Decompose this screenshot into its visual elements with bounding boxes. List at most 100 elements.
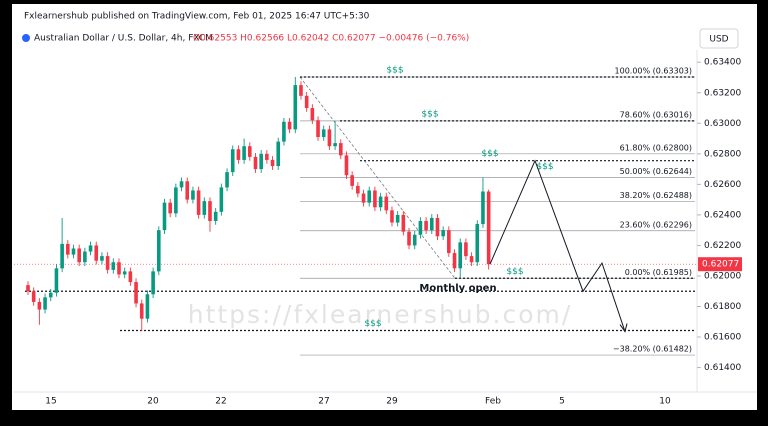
currency-button[interactable] [699,28,739,49]
candle-body [293,85,298,130]
y-tick-label: 0.62800 [704,149,741,159]
x-tick-label: 22 [215,397,226,407]
fib-label: 0.00% (0.61985) [625,268,692,277]
candle-body [367,190,372,203]
liquidity-label: $$$ [506,267,523,277]
symbol-icon [22,34,30,42]
candle-body [145,294,150,319]
x-tick-label: Feb [485,397,501,407]
candle-body [88,245,93,252]
watermark: https://fxlearnershub.com/ [188,300,573,329]
y-tick-label: 0.62400 [704,210,741,220]
candle-body [469,256,474,263]
candle-body [407,231,411,246]
candle-body [282,121,286,142]
candle-body [327,129,332,147]
candle-body [418,221,423,235]
fib-label: −38.20% (0.61482) [613,345,692,354]
candle-body [179,181,184,188]
candle-body [37,301,42,310]
candle-body [384,196,389,211]
candle-body [66,243,70,255]
x-tick-label: 27 [318,397,329,407]
candle-body [350,175,354,186]
candle-body [287,121,292,130]
y-tick-label: 0.62600 [704,180,741,190]
candle-body [168,202,172,214]
last-price-tag [698,257,742,272]
candle-body [208,201,212,221]
fib-label: 23.60% (0.62296) [620,220,692,229]
candle-body [225,172,229,188]
candle-body [122,271,127,275]
candle-body [373,190,377,208]
symbol-title: Australian Dollar / U.S. Dollar, 4h, FXC… [34,34,213,44]
candle-body [26,285,30,292]
candle-body [344,155,349,176]
candle-body [185,181,190,200]
y-tick-label: 0.62200 [704,241,741,251]
candle-body [151,271,155,295]
candle-body [77,248,81,263]
liquidity-label: $$$ [536,162,553,172]
y-tick-label: 0.63000 [704,119,741,129]
x-tick-label: 10 [659,397,671,407]
monthly-open-label: Monthly open [419,283,496,294]
candle-body [321,129,326,138]
candle-body [447,230,451,254]
candle-body [134,282,138,304]
candle-body [481,191,485,225]
candle-body [48,292,53,298]
candle-body [94,245,99,261]
publish-line: Fxlearnershub published on TradingView.c… [24,12,370,22]
candle-body [196,190,201,215]
fib-label: 100.00% (0.63303) [615,67,692,76]
fib-label: 61.80% (0.62800) [620,143,692,152]
fib-label: 50.00% (0.62644) [620,167,692,176]
candle-body [128,271,133,283]
candle-body [435,217,440,237]
candle-body [270,159,275,167]
currency-label: USD [709,35,728,45]
candle-body [54,268,59,293]
candle-body [100,256,104,261]
x-tick-label: 5 [559,397,565,407]
candle-body [338,143,343,156]
candle-body [458,242,463,269]
y-tick-label: 0.61600 [704,333,741,343]
candle-body [310,108,315,121]
candle-body [333,143,337,147]
ohlc-values: O0.62553 H0.62566 L0.62042 C0.62077 −0.0… [193,34,469,44]
candle-body [247,146,252,157]
liquidity-label: $$$ [364,319,381,329]
candle-body [259,153,263,170]
candle-body [412,234,417,246]
candle-body [71,248,76,255]
y-tick-label: 0.63200 [704,88,741,98]
candle-body [162,202,167,231]
liquidity-label: $$$ [481,149,498,159]
candle-body [83,251,87,263]
candle-body [316,120,320,138]
candle-body [475,224,480,263]
fib-label: 78.60% (0.63016) [620,110,692,119]
projection-arrow [619,323,628,333]
candle-body [111,262,116,270]
y-tick-label: 0.62000 [704,271,741,281]
liquidity-label: $$$ [421,109,438,119]
candle-body [356,185,360,194]
candle-body [230,149,235,173]
last-price-label: 0.62077 [702,260,739,270]
candle-body [191,190,195,200]
candle-body [299,85,303,96]
candle-body [202,201,207,215]
fib-trend [299,76,456,279]
projection-path [489,159,626,332]
candle-body [236,149,241,160]
candle-body [378,196,383,208]
y-tick-label: 0.61800 [704,302,741,312]
candle-body [361,193,366,203]
candle-body [105,256,110,270]
candle-body [43,297,47,310]
candle-body [441,230,445,237]
